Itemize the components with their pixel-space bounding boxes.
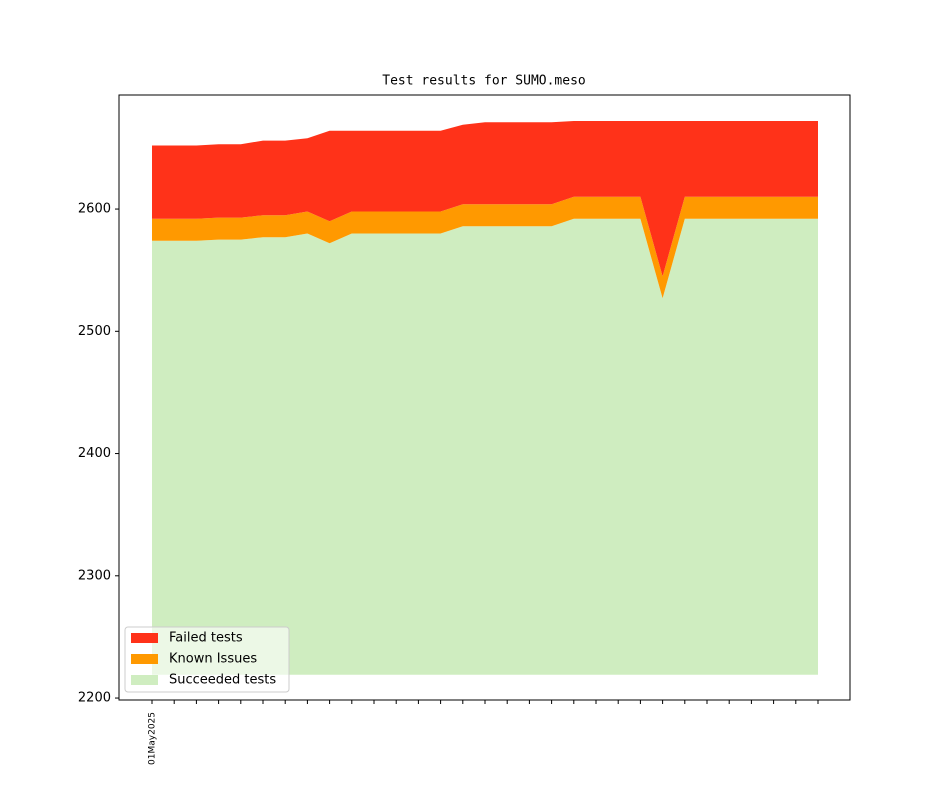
y-tick-label: 2200 [78,691,111,706]
y-tick-label: 2400 [78,446,111,461]
legend-swatch [131,675,158,685]
legend-label: Succeeded tests [169,673,276,688]
area [152,218,818,675]
legend-swatch [131,633,158,643]
y-tick-label: 2500 [78,324,111,339]
x-tick-label: 01May2025 [148,712,158,765]
legend-label: Failed tests [169,631,243,646]
legend: Failed tests Known Issues Succeeded tests [124,626,290,693]
legend-swatch [131,654,158,664]
chart-title: Test results for SUMO.meso [382,74,586,89]
y-tick-label: 2300 [78,568,111,583]
area [152,196,818,299]
y-tick-label: 2600 [78,202,111,217]
legend-label: Known Issues [169,652,257,667]
legend-box [124,626,290,693]
area [152,121,818,277]
